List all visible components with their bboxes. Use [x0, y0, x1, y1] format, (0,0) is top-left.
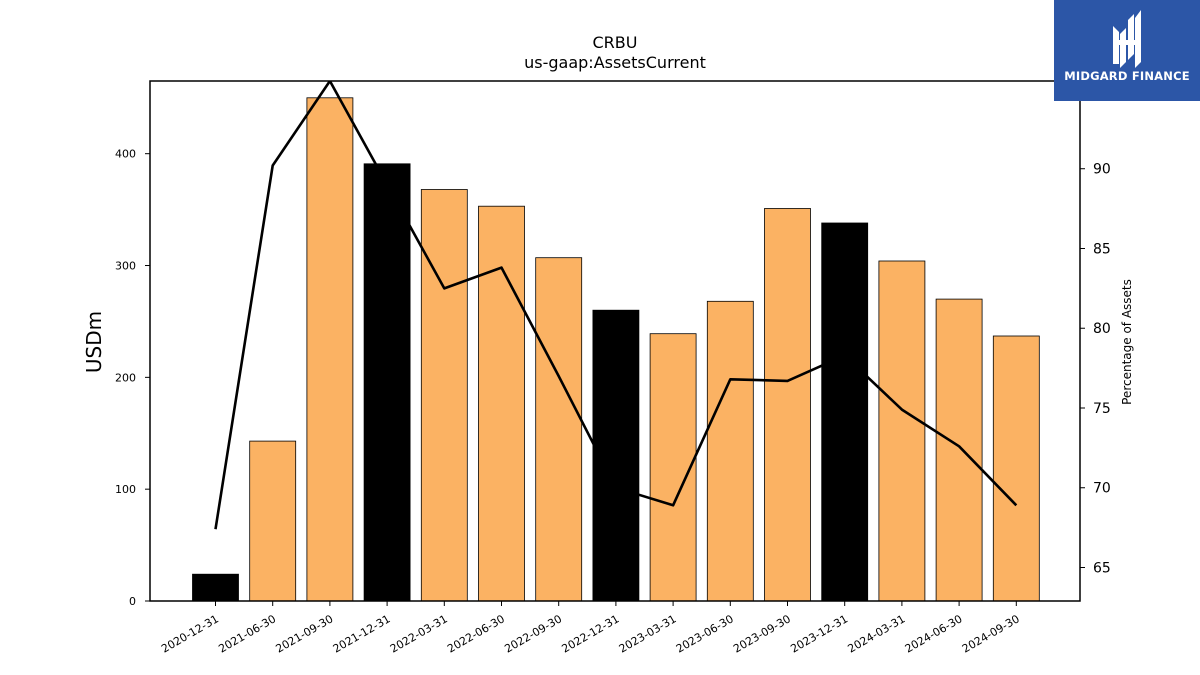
x-tick-label: 2023-09-30	[731, 612, 793, 655]
bar-series	[192, 97, 1040, 602]
x-tick-label: 2021-12-31	[331, 612, 393, 655]
plot-frame	[149, 80, 1081, 602]
bar-2021-09-30	[306, 97, 354, 602]
logo-text: MIDGARD FINANCE	[1064, 69, 1190, 83]
x-tick-label: 2024-09-30	[960, 612, 1022, 655]
bar-2023-12-31	[821, 222, 869, 602]
bar-2024-03-31	[878, 260, 926, 602]
bar-2021-12-31	[363, 163, 411, 602]
bar-2023-03-31	[649, 333, 697, 602]
brand-logo: MIDGARD FINANCE	[1054, 0, 1200, 101]
y2-tick-label: 70	[1093, 481, 1111, 497]
y-tick-label: 0	[129, 595, 136, 608]
y2-axis-label: Percentage of Assets	[1120, 279, 1134, 405]
y2-tick-label: 85	[1093, 241, 1111, 257]
y-axis-label: USDm	[82, 311, 106, 373]
x-tick-label: 2022-12-31	[560, 612, 622, 655]
line-percentage-of-assets	[214, 81, 1018, 530]
x-tick-label: 2021-09-30	[274, 612, 336, 655]
bar-2020-12-31	[192, 573, 239, 602]
x-tick-label: 2023-06-30	[674, 612, 736, 655]
x-tick-label: 2024-06-30	[903, 612, 965, 655]
bar-2024-06-30	[935, 298, 983, 602]
bar-2023-06-30	[706, 300, 754, 602]
y2-tick-label: 90	[1093, 162, 1111, 178]
bar-2022-09-30	[535, 257, 583, 602]
bar-2023-09-30	[764, 208, 811, 602]
x-tick-label: 2022-06-30	[445, 612, 507, 655]
x-tick-label: 2023-12-31	[788, 612, 850, 655]
bar-2022-06-30	[478, 205, 525, 602]
x-tick-label: 2022-03-31	[388, 612, 450, 655]
x-tick-label: 2020-12-31	[159, 612, 221, 655]
x-tick-label: 2022-09-30	[502, 612, 564, 655]
bar-2022-03-31	[420, 189, 468, 602]
bar-2024-09-30	[992, 335, 1040, 602]
y2-tick-label: 65	[1093, 561, 1111, 577]
y-tick-label: 400	[115, 148, 136, 161]
y-tick-label: 100	[115, 483, 136, 496]
x-tick-label: 2024-03-31	[846, 612, 908, 655]
x-tick-label: 2021-06-30	[216, 612, 278, 655]
logo-mark-icon	[1113, 10, 1141, 68]
x-tick-label: 2023-03-31	[617, 612, 679, 655]
chart-subtitle: us-gaap:AssetsCurrent	[524, 53, 706, 72]
y-tick-label: 300	[115, 260, 136, 273]
chart-title: CRBU	[593, 33, 638, 52]
y2-tick-label: 80	[1093, 321, 1111, 337]
line-series	[214, 81, 1018, 530]
y2-tick-label: 75	[1093, 401, 1111, 417]
y-tick-label: 200	[115, 371, 136, 384]
bar-2021-06-30	[249, 440, 297, 602]
